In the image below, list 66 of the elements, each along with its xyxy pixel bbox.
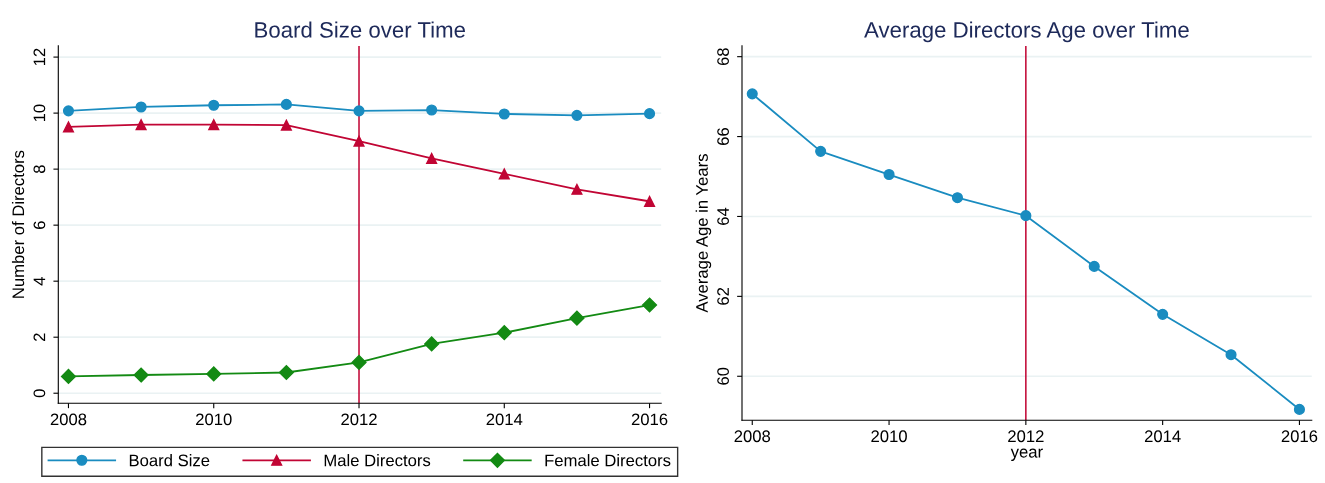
x-tick-label: 2014: [1144, 430, 1181, 443]
y-axis-title: Average Age in Years: [695, 154, 712, 313]
point: [569, 310, 585, 326]
point: [815, 145, 827, 157]
y-tick-label: 4: [33, 277, 46, 286]
point: [1088, 260, 1100, 272]
y-tick-label: 6: [33, 221, 46, 229]
legend-label: Female Directors: [545, 454, 671, 467]
point: [951, 192, 964, 204]
x-tick-label: 2016: [1281, 430, 1318, 443]
x-tick-label: 2008: [50, 413, 87, 426]
point: [496, 325, 512, 341]
point: [571, 109, 583, 121]
point: [1020, 210, 1032, 222]
point: [643, 108, 656, 120]
point: [498, 168, 510, 180]
point: [1157, 308, 1169, 320]
chart-title: Average Directors Age over Time: [864, 21, 1189, 43]
x-tick-label: 2012: [1008, 430, 1044, 443]
y-tick-label: 2: [33, 333, 46, 341]
point: [571, 183, 583, 195]
x-tick-label: 2010: [196, 413, 232, 426]
y-tick-label: 66: [717, 128, 729, 145]
point: [208, 119, 220, 131]
point: [135, 101, 147, 113]
point: [351, 354, 367, 370]
x-tick-label: 2010: [871, 430, 907, 443]
point: [641, 297, 658, 313]
point: [208, 99, 220, 111]
legend-label: Male Directors: [324, 454, 431, 467]
point: [62, 105, 75, 117]
point: [426, 152, 438, 165]
point: [1225, 349, 1237, 361]
point: [746, 88, 758, 100]
point: [280, 119, 292, 131]
x-tick-label: 2008: [734, 430, 771, 443]
y-tick-label: 8: [33, 165, 46, 174]
point: [206, 366, 222, 382]
point: [1293, 403, 1305, 415]
x-tick-label: 2016: [631, 413, 668, 426]
chart-title: Board Size over Time: [255, 21, 465, 38]
point: [643, 195, 656, 207]
y-axis-title: Number of Directors: [11, 150, 25, 298]
x-tick-label: 2014: [486, 413, 523, 426]
point: [883, 168, 895, 181]
point: [424, 336, 440, 352]
y-tick-label: 0: [33, 389, 46, 398]
point: [353, 105, 365, 117]
point: [62, 121, 75, 133]
point: [353, 135, 365, 147]
point: [280, 98, 292, 110]
legend-label: Board Size: [129, 454, 210, 467]
point: [133, 367, 149, 383]
y-tick-label: 64: [717, 207, 729, 225]
point: [426, 104, 438, 116]
y-tick-label: 10: [33, 104, 46, 122]
x-tick-label: 2012: [341, 413, 377, 426]
y-tick-label: 12: [33, 48, 46, 66]
point: [60, 368, 77, 384]
point: [135, 119, 147, 131]
y-tick-label: 62: [717, 287, 729, 305]
y-tick-label: 68: [717, 48, 729, 66]
point: [498, 108, 510, 120]
y-tick-label: 60: [717, 367, 729, 385]
point: [278, 364, 294, 381]
x-axis-title: year: [1010, 448, 1043, 462]
